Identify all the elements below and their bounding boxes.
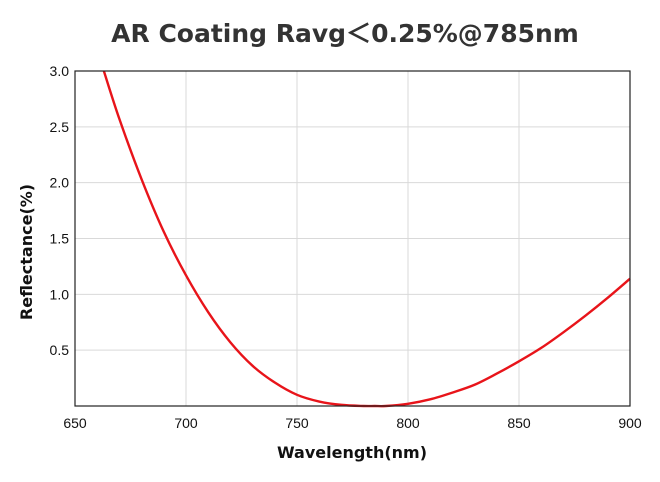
y-tick-label: 0.5 (50, 342, 70, 358)
x-tick-label: 750 (285, 415, 309, 431)
x-tick-label: 850 (507, 415, 531, 431)
chart-title: AR Coating Ravg＜0.25%@785nm (111, 19, 579, 48)
x-tick-label: 650 (63, 415, 87, 431)
y-tick-label: 2.5 (50, 119, 70, 135)
y-tick-label: 1.0 (50, 286, 70, 302)
y-axis-label: Reflectance(%) (17, 184, 36, 320)
x-axis-label: Wavelength(nm) (277, 443, 427, 462)
y-tick-labels: 0.5 1.0 1.5 2.0 2.5 3.0 (50, 63, 70, 358)
y-tick-label: 2.0 (50, 175, 70, 191)
y-tick-label: 3.0 (50, 63, 70, 79)
y-tick-label: 1.5 (50, 231, 70, 247)
x-tick-labels: 650 700 750 800 850 900 (63, 415, 642, 431)
x-tick-label: 800 (396, 415, 420, 431)
x-tick-label: 900 (618, 415, 642, 431)
plot-frame (74, 70, 631, 407)
x-tick-label: 700 (174, 415, 198, 431)
grid-lines (75, 71, 630, 406)
